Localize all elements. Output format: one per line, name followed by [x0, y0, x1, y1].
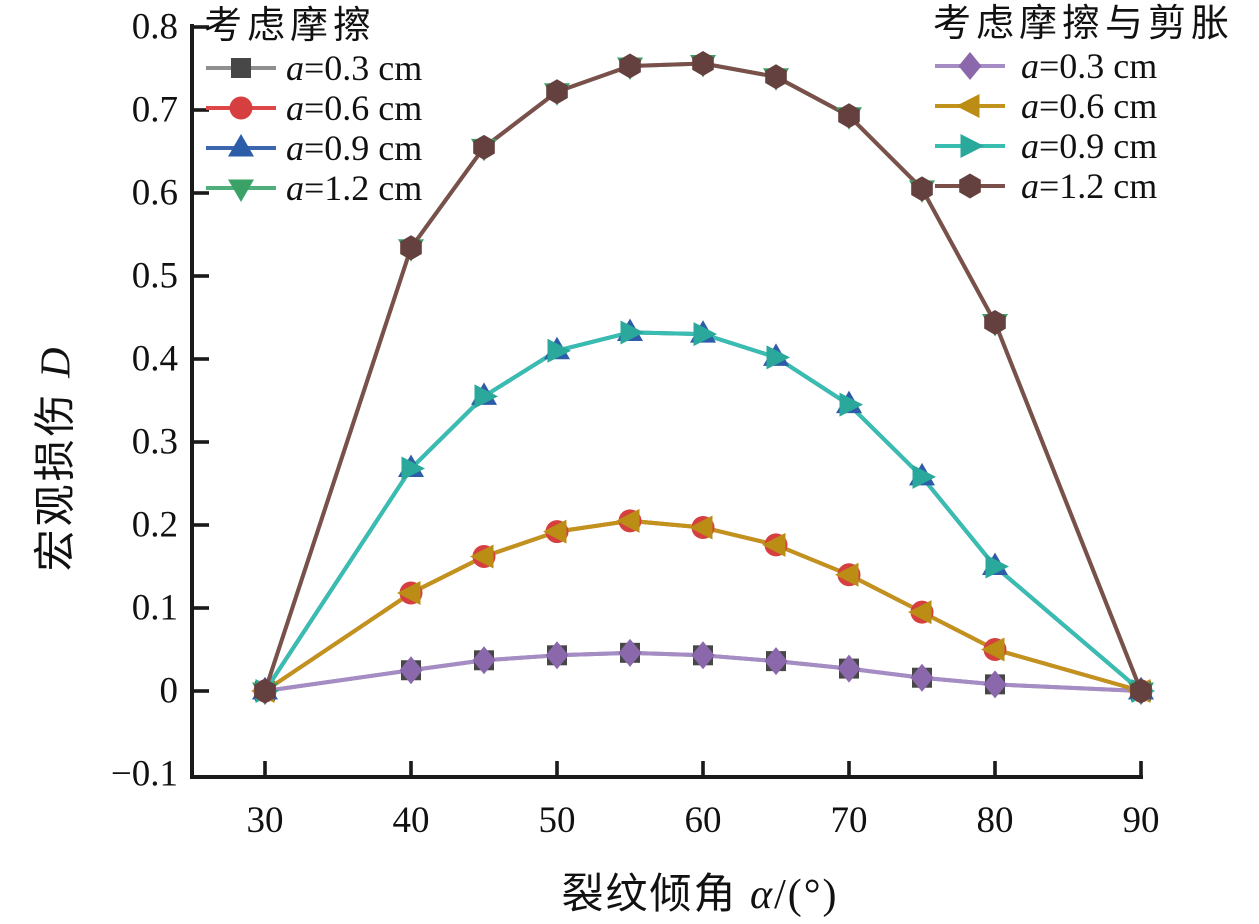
svg-text:80: 80: [977, 800, 1014, 841]
legend-item: a=0.9 cm: [204, 128, 422, 168]
svg-text:30: 30: [247, 800, 284, 841]
legend-friction-title: 考虑摩擦: [204, 5, 377, 47]
legend-item: a=1.2 cm: [204, 168, 422, 208]
svg-text:0.4: 0.4: [132, 339, 178, 380]
square-marker-icon: [206, 58, 276, 78]
diamond-marker-icon: [935, 52, 1005, 80]
legend-item: a=0.6 cm: [933, 86, 1234, 126]
legend-friction: 考虑摩擦 a=0.3 cm a=0.6 cm a=0.9 cm a=1.2 cm: [204, 4, 422, 208]
svg-text:40: 40: [393, 800, 430, 841]
triangle-right-marker-icon: [935, 134, 1005, 158]
triangle-up-marker-icon: [206, 134, 276, 157]
legend-item: a=0.9 cm: [933, 126, 1234, 166]
legend-friction-dilatancy: 考虑摩擦与剪胀 a=0.3 cm a=0.6 cm a=0.9 cm a=1.2…: [933, 2, 1234, 206]
svg-text:0.3: 0.3: [132, 422, 178, 463]
legend-item: a=0.3 cm: [204, 48, 422, 88]
legend-friction-dilatancy-title: 考虑摩擦与剪胀: [933, 3, 1235, 45]
svg-text:50: 50: [539, 800, 576, 841]
svg-text:60: 60: [685, 800, 722, 841]
legend-item-label: a=1.2 cm: [286, 168, 423, 208]
hexagon-marker-icon: [935, 173, 1005, 199]
svg-text:0: 0: [160, 671, 179, 712]
svg-text:70: 70: [831, 800, 868, 841]
legend-item-label: a=0.9 cm: [1021, 126, 1158, 166]
legend-item-label: a=0.3 cm: [1021, 46, 1158, 86]
svg-text:0.1: 0.1: [132, 588, 178, 629]
legend-item-label: a=1.2 cm: [1021, 166, 1158, 206]
y-axis-label: 宏观损伤 D: [33, 344, 80, 572]
legend-item-label: a=0.3 cm: [286, 48, 423, 88]
svg-text:0.5: 0.5: [132, 256, 178, 297]
svg-text:0.2: 0.2: [132, 505, 178, 546]
legend-item: a=0.3 cm: [933, 46, 1234, 86]
x-axis-label: 裂纹倾角 α/(°): [561, 872, 839, 918]
legend-item-label: a=0.9 cm: [286, 128, 423, 168]
svg-text:0.8: 0.8: [132, 7, 178, 48]
triangle-left-marker-icon: [935, 94, 1005, 118]
triangle-down-marker-icon: [206, 179, 276, 202]
legend-item: a=1.2 cm: [933, 166, 1234, 206]
circle-marker-icon: [206, 96, 276, 120]
svg-text:90: 90: [1123, 800, 1160, 841]
svg-text:−0.1: −0.1: [111, 754, 178, 795]
legend-item: a=0.6 cm: [204, 88, 422, 128]
svg-text:0.7: 0.7: [132, 90, 178, 131]
legend-item-label: a=0.6 cm: [286, 88, 423, 128]
legend-item-label: a=0.6 cm: [1021, 86, 1158, 126]
svg-text:0.6: 0.6: [132, 173, 178, 214]
